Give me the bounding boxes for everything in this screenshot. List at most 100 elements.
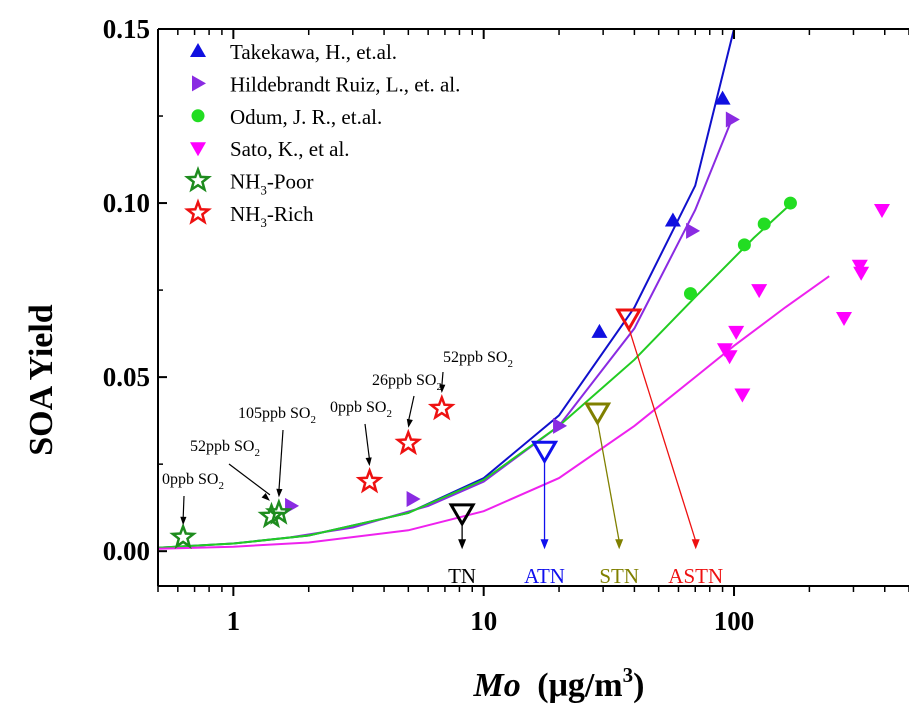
axes: 0.00 0.05 0.10 0.15 1 10 100 <box>103 14 909 636</box>
annotation-sub-2: 2 <box>310 414 316 426</box>
point-s1-1 <box>406 490 421 507</box>
annotation-arrowhead-0 <box>180 516 187 526</box>
annotation-arrow-0 <box>182 495 185 520</box>
annotation-arrow-2 <box>278 429 284 492</box>
annotation-label-0: 0ppb SO <box>162 471 218 488</box>
y-axis-label: SOA Yield <box>23 304 60 456</box>
x-axis-label-unit: (μg/m <box>537 667 622 704</box>
x-tick-label-2: 100 <box>714 606 755 636</box>
annotation-text-4: 26ppb SO2 <box>372 372 442 393</box>
annotation-text-5: 52ppb SO2 <box>443 349 513 370</box>
legend-marker-0 <box>190 43 206 57</box>
legend: Takekawa, H., et.al. Hildebrandt Ruiz, L.… <box>184 40 460 230</box>
point-s5-1 <box>394 428 423 456</box>
annotation-text-0: 0ppb SO2 <box>162 471 224 492</box>
condition-marker-atn <box>530 440 559 465</box>
legend-entry-2: Odum, J. R., et.al. <box>230 105 382 129</box>
y-tick-label-3: 0.15 <box>103 14 150 44</box>
y-tick-label-1: 0.05 <box>103 362 150 392</box>
point-s2-2 <box>757 217 771 231</box>
annotation-arrowhead-5 <box>439 384 446 393</box>
point-s2-0 <box>683 287 697 301</box>
condition-label-astn: ASTN <box>668 564 723 588</box>
annotation-arrowhead-2 <box>276 488 283 498</box>
point-s1-3 <box>686 222 701 239</box>
annotation-arrowhead-4 <box>406 418 413 428</box>
point-s3-5 <box>836 311 853 326</box>
annotation-arrow-4 <box>407 395 415 422</box>
y-tick-label-0: 0.00 <box>103 536 150 566</box>
annotation-sub-4: 2 <box>436 381 442 393</box>
fit-curve-3 <box>157 275 830 550</box>
x-tick-label-1: 10 <box>470 606 497 636</box>
condition-markers: TN ATN STN ASTN <box>448 308 723 588</box>
condition-arrowhead-tn <box>458 539 467 550</box>
condition-arrow-stn <box>596 421 620 542</box>
legend-entry-sub-4: 3 <box>260 183 267 198</box>
annotation-arrow-5 <box>441 371 444 388</box>
annotation-sub-3: 2 <box>386 408 392 420</box>
condition-marker-tn <box>448 503 476 527</box>
annotation-label-1: 52ppb SO <box>190 438 254 455</box>
legend-entry-sub-5: 3 <box>260 215 267 230</box>
point-s3-8 <box>873 204 890 219</box>
x-axis-label-unit-sup: 3 <box>623 663 634 687</box>
point-s0-1 <box>664 212 681 227</box>
legend-marker-2 <box>191 109 205 123</box>
condition-arrow-astn <box>628 327 697 542</box>
point-s3-2 <box>728 325 745 340</box>
point-s1-4 <box>725 111 740 128</box>
legend-marker-1 <box>192 75 206 92</box>
point-s5-0 <box>355 467 384 494</box>
condition-label-atn: ATN <box>524 564 565 588</box>
x-axis-label-var: Mo <box>473 667 521 704</box>
condition-arrowhead-stn <box>615 539 624 550</box>
point-s3-7 <box>853 266 870 281</box>
legend-entry-0: Takekawa, H., et.al. <box>230 40 397 64</box>
annotation-text-1: 52ppb SO2 <box>190 438 260 459</box>
legend-entry-5: NH3-Rich <box>230 202 314 230</box>
condition-arrowhead-astn <box>691 539 700 550</box>
annotation-arrowhead-1 <box>261 492 270 501</box>
legend-entry-suffix-5: -Rich <box>267 202 314 226</box>
condition-label-tn: TN <box>448 564 476 588</box>
annotation-label-5: 52ppb SO <box>443 349 507 366</box>
point-s1-2 <box>553 417 568 434</box>
annotation-arrow-1 <box>228 463 271 496</box>
point-s2-1 <box>737 238 751 252</box>
legend-entry-prefix-5: NH <box>230 202 260 226</box>
fit-curve-2 <box>157 202 793 549</box>
annotation-text-3: 0ppb SO2 <box>330 399 392 420</box>
annotation-label-4: 26ppb SO <box>372 372 436 389</box>
legend-entry-prefix-4: NH <box>230 170 260 194</box>
point-s5-2 <box>427 393 456 421</box>
x-axis-label: Mo (μg/m3) <box>473 663 645 704</box>
annotation-label-2: 105ppb SO <box>238 405 310 422</box>
point-s4-2 <box>264 498 293 525</box>
x-axis-label-unit-close: ) <box>633 667 644 704</box>
point-s4-0 <box>169 522 197 550</box>
point-s0-2 <box>714 90 731 105</box>
condition-marker-astn <box>615 308 643 332</box>
condition-label-stn: STN <box>599 564 639 588</box>
legend-entry-suffix-4: -Poor <box>267 170 314 194</box>
annotation-arrow-3 <box>364 423 371 461</box>
annotation-label-3: 0ppb SO <box>330 399 386 416</box>
x-tick-label-0: 1 <box>227 606 241 636</box>
annotation-sub-5: 2 <box>507 358 513 370</box>
annotation-arrowhead-3 <box>365 457 372 467</box>
point-s0-0 <box>591 323 608 338</box>
data-points <box>169 90 890 550</box>
annotation-sub-1: 2 <box>254 447 260 459</box>
legend-marker-5 <box>184 198 212 225</box>
legend-entry-1: Hildebrandt Ruiz, L., et. al. <box>230 72 460 96</box>
annotation-sub-0: 2 <box>218 480 224 492</box>
legend-entry-3: Sato, K., et al. <box>230 137 350 161</box>
point-s2-3 <box>783 196 797 210</box>
point-s3-3 <box>734 388 751 403</box>
point-s3-1 <box>721 350 738 365</box>
legend-marker-3 <box>190 142 206 157</box>
legend-marker-4 <box>184 165 212 193</box>
